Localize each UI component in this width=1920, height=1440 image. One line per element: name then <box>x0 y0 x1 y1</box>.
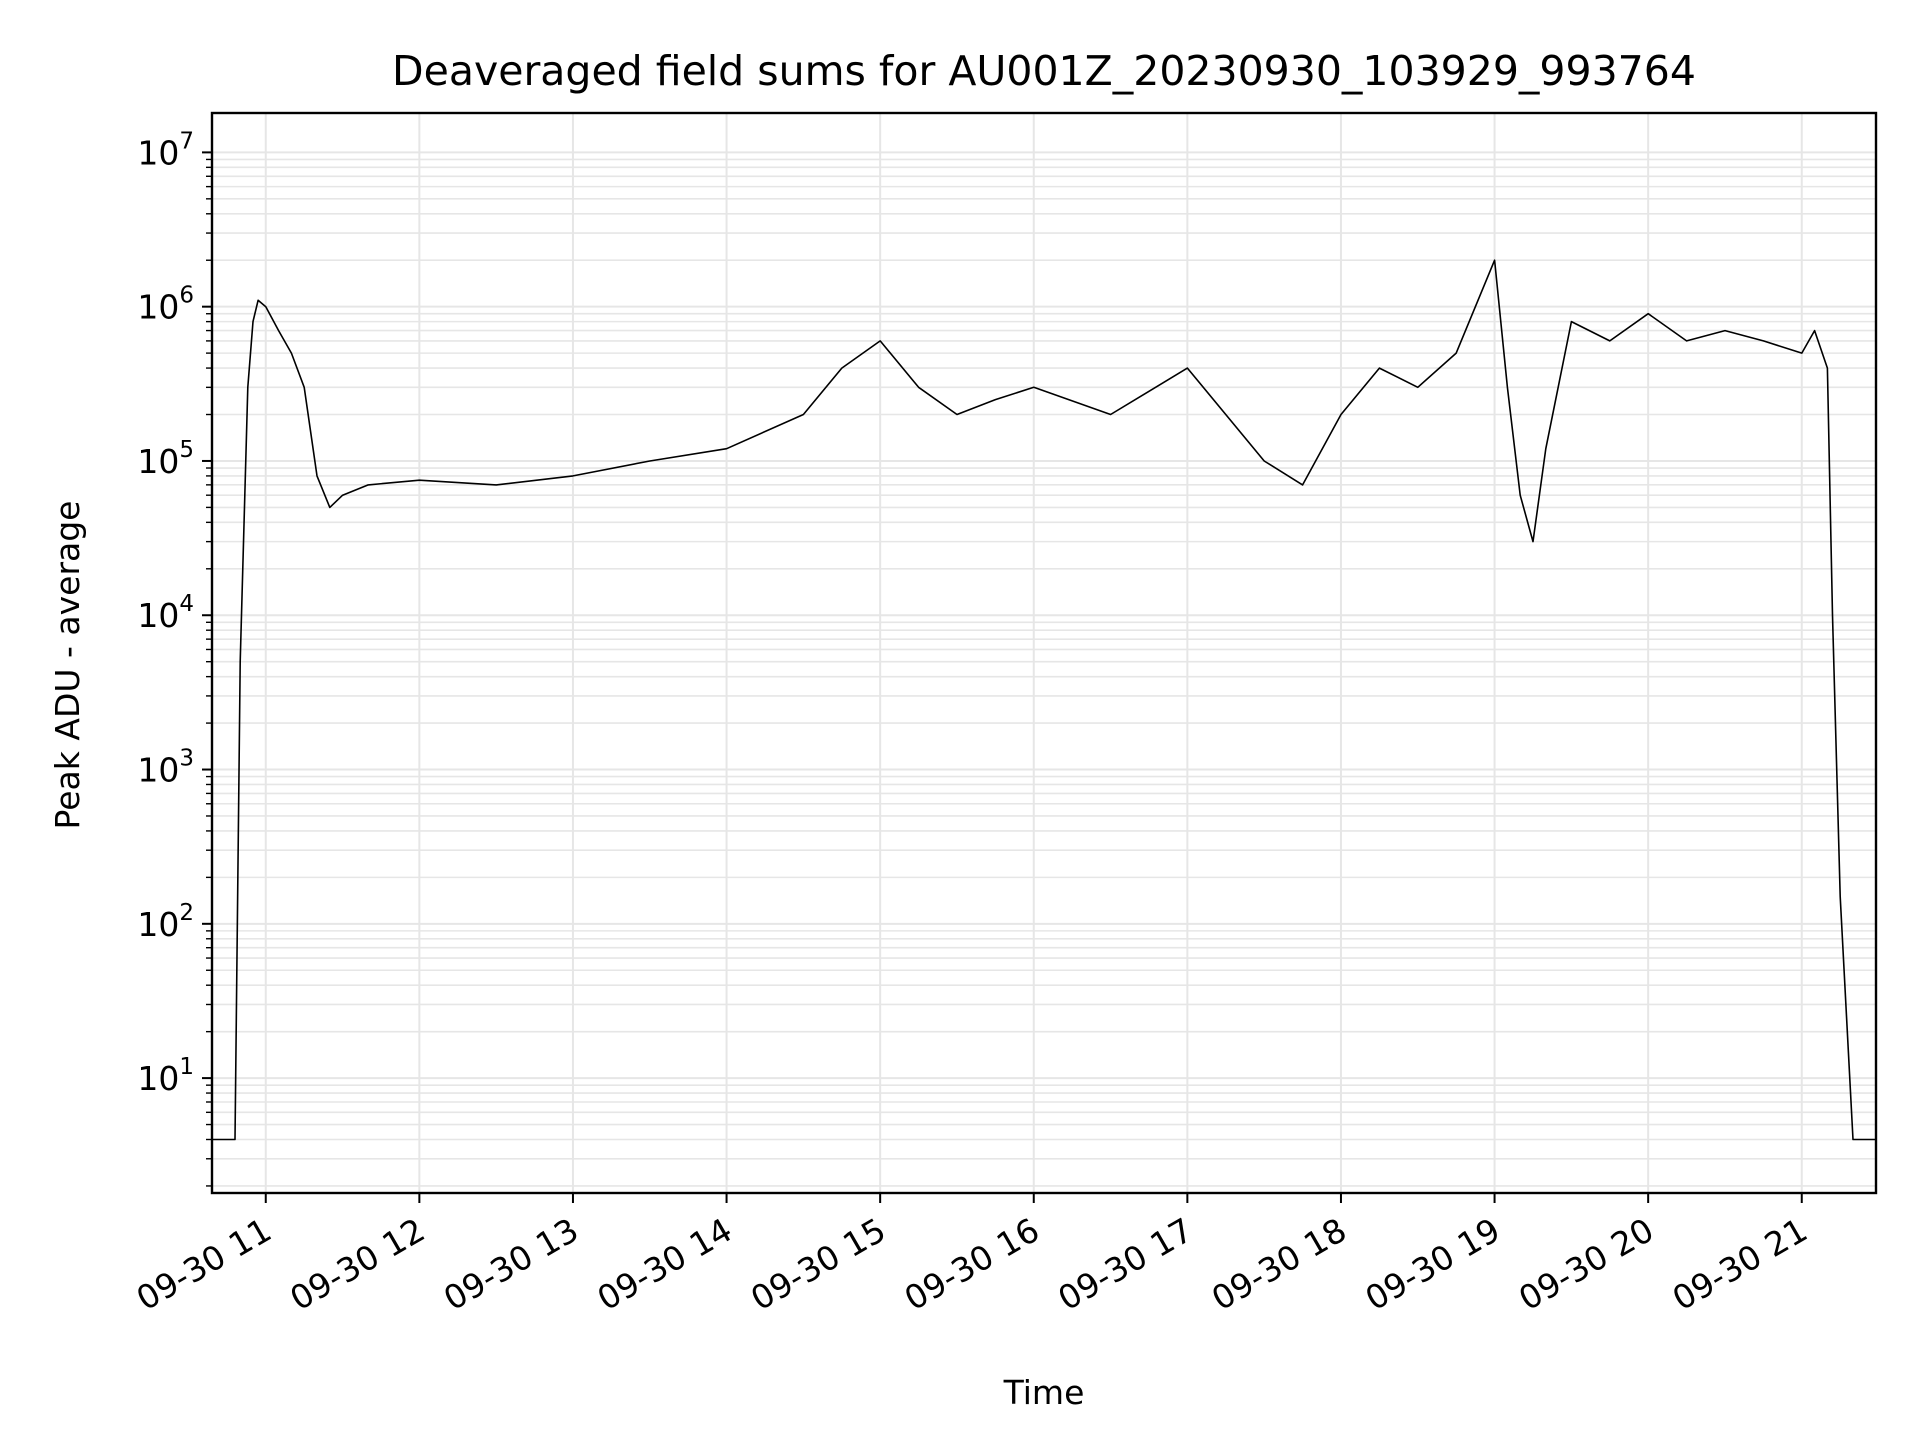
series-line <box>212 259 1876 1141</box>
x-tick-label: 09-30 20 <box>1512 1210 1660 1318</box>
y-ticks: 101 102 103 104 105 106 107 <box>137 128 212 1187</box>
series-layer <box>212 259 1876 1141</box>
y-tick-label: 104 <box>137 591 194 635</box>
x-tick-label: 09-30 17 <box>1051 1210 1199 1318</box>
x-tick-label: 09-30 14 <box>591 1210 739 1318</box>
plot-frame <box>210 111 1878 1195</box>
y-tick-label: 107 <box>137 128 194 172</box>
x-tick-label: 09-30 12 <box>283 1210 431 1318</box>
chart-title: Deaveraged field sums for AU001Z_2023093… <box>392 47 1696 95</box>
axes-frame <box>210 111 1878 1195</box>
y-tick-label: 101 <box>137 1054 194 1098</box>
x-tick-label: 09-30 19 <box>1359 1210 1507 1318</box>
x-tick-label: 09-30 21 <box>1666 1210 1814 1318</box>
y-tick-label: 106 <box>137 283 194 327</box>
x-tick-label: 09-30 15 <box>744 1210 892 1318</box>
y-axis-label: Peak ADU - average <box>48 501 87 830</box>
x-tick-label: 09-30 16 <box>898 1210 1046 1318</box>
x-axis-label: Time <box>1003 1373 1085 1412</box>
x-ticks: 09-30 11 09-30 12 09-30 13 09-30 14 09-30 15… <box>130 1193 1814 1318</box>
x-tick-label: 09-30 18 <box>1205 1210 1353 1318</box>
x-tick-label: 09-30 11 <box>130 1210 278 1318</box>
y-tick-label: 102 <box>137 900 194 944</box>
grid-lines <box>212 113 1876 1193</box>
y-tick-label: 103 <box>137 746 194 790</box>
x-tick-label: 09-30 13 <box>437 1210 585 1318</box>
y-tick-label: 105 <box>137 437 194 481</box>
